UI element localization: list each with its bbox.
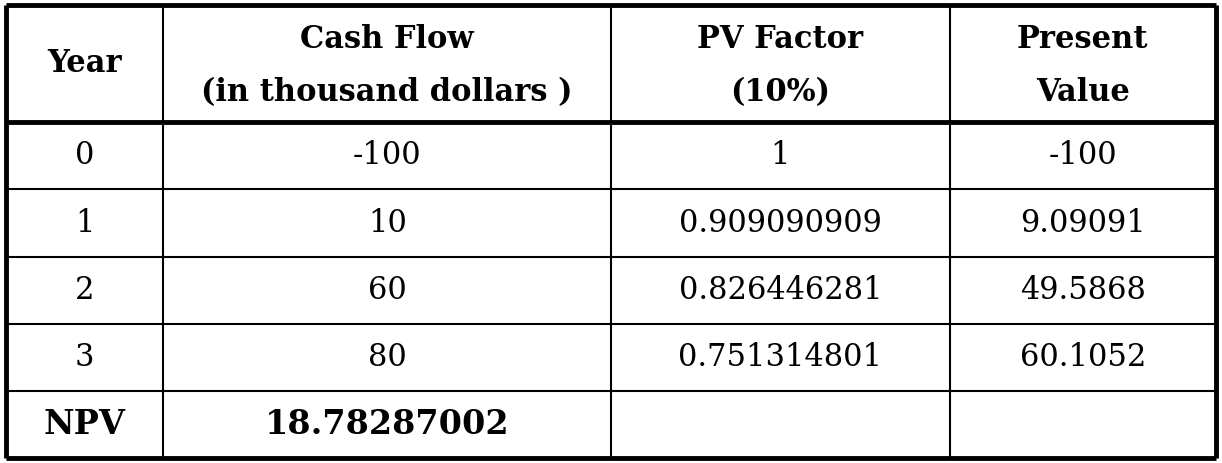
Text: 80: 80 <box>368 342 407 373</box>
Text: 60: 60 <box>368 275 407 306</box>
Text: -100: -100 <box>353 140 422 171</box>
Text: 3: 3 <box>75 342 94 373</box>
Text: 2: 2 <box>75 275 94 306</box>
Text: NPV: NPV <box>44 408 126 441</box>
Text: 0.751314801: 0.751314801 <box>678 342 882 373</box>
Text: Year: Year <box>48 48 122 79</box>
Text: 0.909090909: 0.909090909 <box>679 207 882 238</box>
Text: 49.5868: 49.5868 <box>1020 275 1146 306</box>
Text: PV Factor: PV Factor <box>698 25 864 56</box>
Text: (in thousand dollars ): (in thousand dollars ) <box>202 77 573 108</box>
Text: 1: 1 <box>771 140 791 171</box>
Text: 18.78287002: 18.78287002 <box>265 408 510 441</box>
Text: Value: Value <box>1036 77 1130 108</box>
Text: -100: -100 <box>1048 140 1117 171</box>
Text: 1: 1 <box>75 207 94 238</box>
Text: 0: 0 <box>75 140 94 171</box>
Text: (10%): (10%) <box>731 77 831 108</box>
Text: 0.826446281: 0.826446281 <box>678 275 882 306</box>
Text: 9.09091: 9.09091 <box>1020 207 1146 238</box>
Text: 10: 10 <box>368 207 407 238</box>
Text: Cash Flow: Cash Flow <box>301 25 474 56</box>
Text: Present: Present <box>1017 25 1149 56</box>
Text: 60.1052: 60.1052 <box>1019 342 1146 373</box>
